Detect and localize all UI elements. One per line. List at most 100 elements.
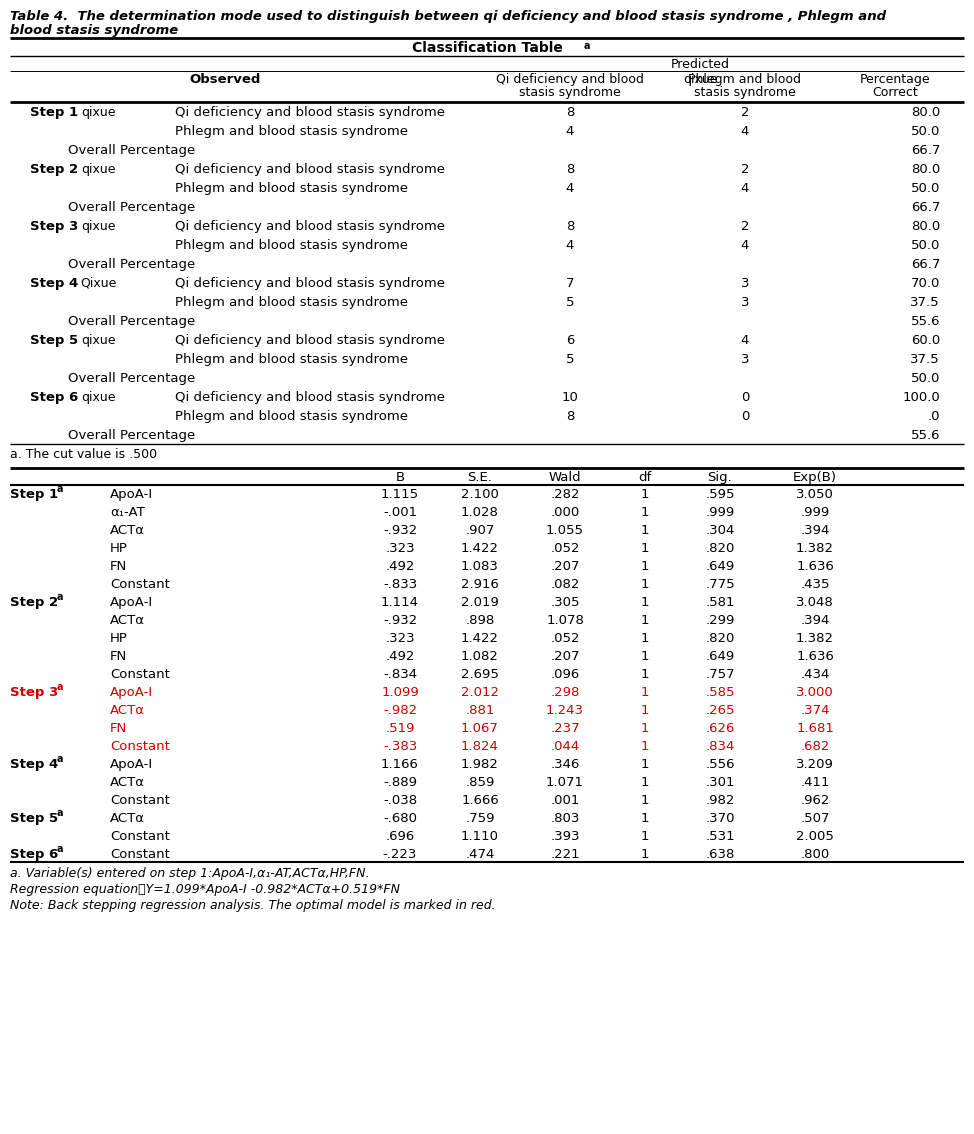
Text: 5: 5	[566, 296, 575, 308]
Text: 3.209: 3.209	[796, 758, 834, 771]
Text: -.932: -.932	[383, 613, 417, 627]
Text: 1: 1	[641, 596, 650, 609]
Text: 3: 3	[741, 277, 749, 290]
Text: .207: .207	[550, 650, 580, 663]
Text: ApoA-I: ApoA-I	[110, 488, 153, 501]
Text: ApoA-I: ApoA-I	[110, 686, 153, 699]
Text: .999: .999	[801, 506, 830, 519]
Text: .393: .393	[550, 830, 580, 843]
Text: 1.243: 1.243	[546, 704, 584, 717]
Text: Overall Percentage: Overall Percentage	[68, 429, 195, 442]
Text: a: a	[57, 809, 63, 818]
Text: .982: .982	[705, 794, 734, 807]
Text: 55.6: 55.6	[911, 429, 940, 442]
Text: 1: 1	[641, 668, 650, 682]
Text: ACTα: ACTα	[110, 812, 145, 826]
Text: 60.0: 60.0	[911, 335, 940, 347]
Text: ACTα: ACTα	[110, 776, 145, 789]
Text: Step 5: Step 5	[10, 812, 58, 826]
Text: .898: .898	[466, 613, 495, 627]
Text: FN: FN	[110, 650, 128, 663]
Text: .834: .834	[705, 741, 734, 753]
Text: 1.114: 1.114	[381, 596, 419, 609]
Text: a. The cut value is .500: a. The cut value is .500	[10, 448, 157, 462]
Text: 1: 1	[641, 686, 650, 699]
Text: Step 2: Step 2	[30, 163, 78, 176]
Text: .999: .999	[705, 506, 734, 519]
Text: Phlegm and blood stasis syndrome: Phlegm and blood stasis syndrome	[175, 181, 408, 195]
Text: Qi deficiency and blood stasis syndrome: Qi deficiency and blood stasis syndrome	[175, 391, 445, 404]
Text: 50.0: 50.0	[911, 181, 940, 195]
Text: 1.382: 1.382	[796, 542, 834, 555]
Text: .301: .301	[705, 776, 734, 789]
Text: Qi deficiency and blood stasis syndrome: Qi deficiency and blood stasis syndrome	[175, 335, 445, 347]
Text: 4: 4	[566, 125, 575, 138]
Text: Step 6: Step 6	[10, 848, 58, 861]
Text: qixue: qixue	[81, 335, 115, 347]
Text: .001: .001	[550, 794, 580, 807]
Text: Qixue: Qixue	[80, 277, 116, 290]
Text: qixue: qixue	[81, 163, 115, 176]
Text: 1.078: 1.078	[546, 613, 584, 627]
Text: 0: 0	[741, 391, 749, 404]
Text: 8: 8	[566, 220, 575, 232]
Text: 3.050: 3.050	[796, 488, 834, 501]
Text: 1: 1	[641, 506, 650, 519]
Text: .803: .803	[550, 812, 580, 826]
Text: .474: .474	[466, 848, 495, 861]
Text: 1: 1	[641, 704, 650, 717]
Text: 1.055: 1.055	[546, 524, 584, 538]
Text: 50.0: 50.0	[911, 125, 940, 138]
Text: Classification Table: Classification Table	[412, 41, 562, 56]
Text: .435: .435	[801, 578, 830, 591]
Text: 3.048: 3.048	[796, 596, 834, 609]
Text: .323: .323	[385, 632, 415, 645]
Text: 3: 3	[741, 353, 749, 366]
Text: .556: .556	[705, 758, 734, 771]
Text: 1: 1	[641, 758, 650, 771]
Text: .096: .096	[550, 668, 580, 682]
Text: 1.382: 1.382	[796, 632, 834, 645]
Text: 37.5: 37.5	[911, 296, 940, 308]
Text: 2: 2	[741, 163, 749, 176]
Text: 1.071: 1.071	[546, 776, 584, 789]
Text: 80.0: 80.0	[911, 163, 940, 176]
Text: 1.636: 1.636	[796, 560, 834, 573]
Text: Phlegm and blood: Phlegm and blood	[689, 73, 802, 86]
Text: ApoA-I: ApoA-I	[110, 596, 153, 609]
Text: 2.019: 2.019	[461, 596, 499, 609]
Text: .800: .800	[801, 848, 830, 861]
Text: 4: 4	[741, 125, 749, 138]
Text: 50.0: 50.0	[911, 239, 940, 252]
Text: Constant: Constant	[110, 794, 169, 807]
Text: -.680: -.680	[383, 812, 417, 826]
Text: .820: .820	[705, 542, 734, 555]
Text: Overall Percentage: Overall Percentage	[68, 201, 195, 214]
Text: .492: .492	[386, 560, 415, 573]
Text: blood stasis syndrome: blood stasis syndrome	[10, 24, 178, 37]
Text: -.834: -.834	[383, 668, 417, 682]
Text: .531: .531	[705, 830, 734, 843]
Text: 1: 1	[641, 613, 650, 627]
Text: stasis syndrome: stasis syndrome	[519, 86, 620, 99]
Text: 8: 8	[566, 105, 575, 119]
Text: 1.083: 1.083	[461, 560, 499, 573]
Text: 66.7: 66.7	[911, 144, 940, 156]
Text: Step 6: Step 6	[30, 391, 78, 404]
Text: -.932: -.932	[383, 524, 417, 538]
Text: Step 1: Step 1	[30, 105, 78, 119]
Text: df: df	[638, 471, 652, 484]
Text: -.223: -.223	[383, 848, 417, 861]
Text: 80.0: 80.0	[911, 105, 940, 119]
Text: 4: 4	[566, 239, 575, 252]
Text: Constant: Constant	[110, 668, 169, 682]
Text: .585: .585	[705, 686, 734, 699]
Text: .052: .052	[550, 632, 580, 645]
Text: 1.082: 1.082	[461, 650, 499, 663]
Text: Constant: Constant	[110, 741, 169, 753]
Text: HP: HP	[110, 542, 128, 555]
Text: Phlegm and blood stasis syndrome: Phlegm and blood stasis syndrome	[175, 296, 408, 308]
Text: Correct: Correct	[872, 86, 918, 99]
Text: 7: 7	[566, 277, 575, 290]
Text: Constant: Constant	[110, 830, 169, 843]
